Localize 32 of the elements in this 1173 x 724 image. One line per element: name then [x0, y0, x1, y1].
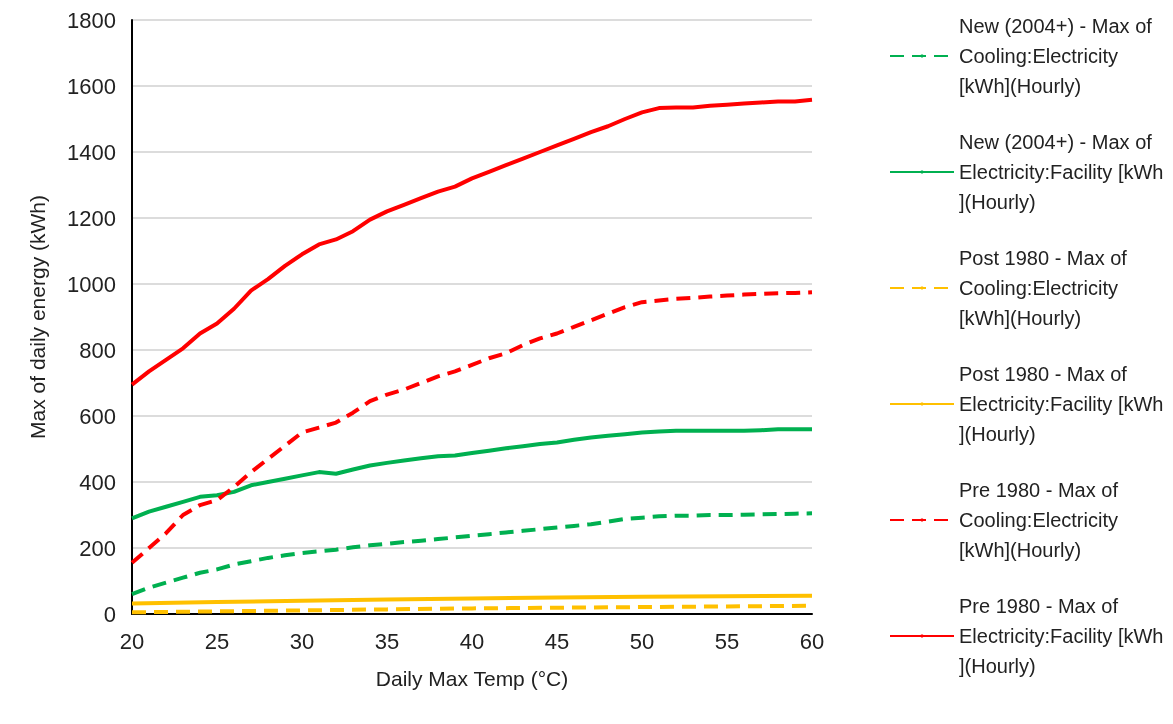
legend-label: New (2004+) - Max of Electricity:Facility [kWh](Hourly) [959, 131, 1164, 213]
x-tick-label: 20 [119, 628, 145, 654]
y-tick-label: 200 [79, 535, 116, 561]
y-tick-label: 600 [79, 403, 116, 429]
y-tick-label: 400 [79, 469, 116, 495]
legend-label: Pre 1980 - Max of Electricity:Facility [kWh](Hourly) [959, 595, 1164, 677]
y-tick-label: 1200 [67, 205, 116, 231]
x-axis-title: Daily Max Temp (°C) [375, 667, 569, 690]
x-tick-label: 40 [459, 628, 485, 654]
y-tick-label: 800 [79, 337, 116, 363]
y-tick-label: 1400 [67, 139, 116, 165]
x-tick-label: 25 [204, 628, 230, 654]
y-tick-label: 1600 [67, 73, 116, 99]
x-tick-label: 50 [629, 628, 655, 654]
legend-label: New (2004+) - Max of Cooling:Electricity [kWh](Hourly) [959, 15, 1158, 97]
line-series [130, 427, 814, 521]
x-tick-label: 60 [799, 628, 825, 654]
x-tick-label: 45 [544, 628, 570, 654]
legend-label: Pre 1980 - Max of Cooling:Electricity [kWh](Hourly) [959, 479, 1124, 561]
y-tick-label: 0 [103, 601, 116, 627]
y-tick-label: 1800 [67, 7, 116, 33]
x-tick-label: 55 [714, 628, 740, 654]
line-series [130, 593, 814, 606]
line-series [130, 97, 814, 387]
legend-label: Post 1980 - Max of Cooling:Electricity [kWh](Hourly) [959, 247, 1133, 329]
y-axis-title: Max of daily energy (kWh) [26, 195, 49, 439]
legend-label: Post 1980 - Max of Electricity:Facility [kWh](Hourly) [959, 363, 1164, 445]
x-tick-label: 35 [374, 628, 400, 654]
y-tick-label: 1000 [67, 271, 116, 297]
line-series [130, 290, 814, 565]
line-series [130, 511, 814, 597]
x-tick-label: 30 [289, 628, 315, 654]
